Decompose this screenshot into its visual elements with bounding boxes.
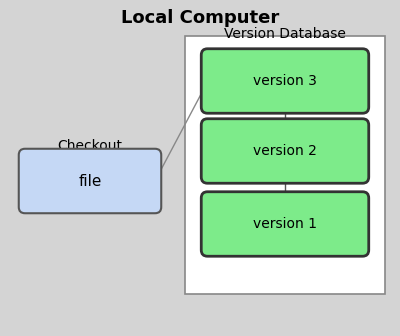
FancyBboxPatch shape — [19, 149, 161, 213]
FancyBboxPatch shape — [201, 119, 369, 183]
FancyBboxPatch shape — [201, 49, 369, 113]
FancyBboxPatch shape — [201, 192, 369, 256]
FancyBboxPatch shape — [185, 36, 385, 294]
Text: version 3: version 3 — [253, 74, 317, 88]
Text: file: file — [78, 173, 102, 188]
Text: Version Database: Version Database — [224, 27, 346, 41]
Text: version 1: version 1 — [253, 217, 317, 231]
Text: Local Computer: Local Computer — [121, 9, 279, 27]
Text: Checkout: Checkout — [58, 139, 122, 153]
Text: version 2: version 2 — [253, 144, 317, 158]
